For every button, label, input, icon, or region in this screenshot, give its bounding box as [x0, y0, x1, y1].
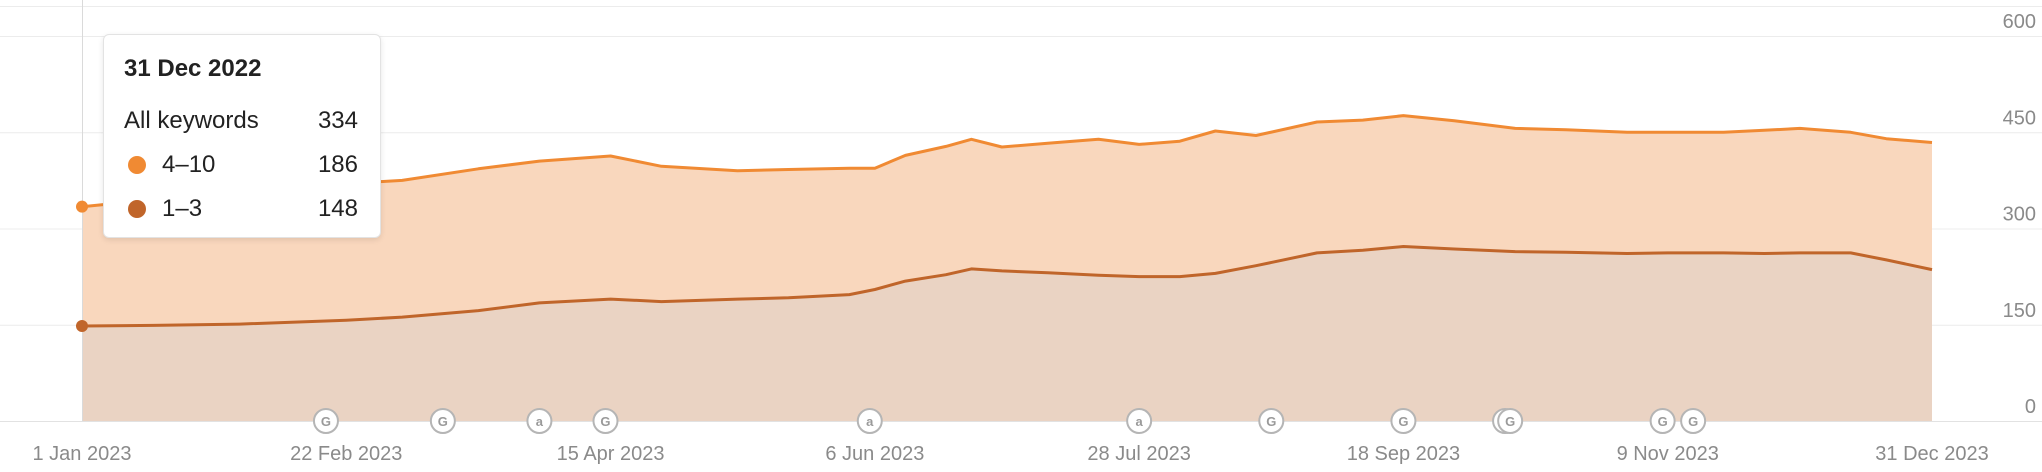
marker-circle: [1126, 408, 1153, 434]
marker-circle: [1258, 408, 1285, 434]
tooltip-label: 1–3: [162, 195, 203, 222]
tooltip-label: 4–10: [162, 151, 216, 178]
marker-circle: [1649, 408, 1676, 434]
annotation-icon: a: [856, 408, 883, 434]
area-1-3: [82, 246, 1932, 421]
marker-circle: [526, 408, 553, 434]
google-update-icon: G: [1649, 408, 1676, 434]
marker-glyph: G: [1266, 414, 1276, 429]
tooltip-value: 186: [317, 151, 358, 178]
marker-glyph: G: [438, 414, 448, 429]
marker-glyph: a: [866, 414, 874, 429]
y-tick-label: 300: [2003, 204, 2036, 226]
area-4-10: [82, 115, 1932, 326]
y-tick-label: 450: [2003, 107, 2036, 129]
marker-glyph: G: [1658, 414, 1668, 429]
legend-dot-icon: [128, 156, 146, 174]
tooltip-row-all-keywords: All keywords 334: [124, 99, 358, 143]
x-tick-label: 31 Dec 2023: [1875, 443, 1988, 465]
google-update-icon: G: [1390, 408, 1417, 434]
marker-glyph: a: [1136, 414, 1144, 429]
chart-tooltip: 31 Dec 2022 All keywords 334 4–10 186 1–…: [103, 34, 381, 238]
x-tick-label: 6 Jun 2023: [825, 443, 924, 465]
tooltip-row-1-3: 1–3 148: [124, 187, 358, 231]
marker-glyph: G: [600, 414, 610, 429]
x-tick-label: 9 Nov 2023: [1617, 443, 1719, 465]
marker-glyph: a: [536, 414, 544, 429]
tooltip-label: All keywords: [124, 107, 259, 134]
legend-dot-icon: [128, 200, 146, 218]
marker-circle: [312, 408, 339, 434]
y-tick-label: 600: [2003, 11, 2036, 33]
marker-glyph: G: [1398, 414, 1408, 429]
x-tick-label: 22 Feb 2023: [290, 443, 402, 465]
google-update-icon: G: [592, 408, 619, 434]
annotation-markers: GGaGaaGGGGGG: [312, 408, 1707, 434]
series-line-1-3: [81, 245, 1933, 328]
y-axis-ticks: 0 150 300 450 600: [2003, 11, 2036, 418]
marker-circle: [429, 408, 456, 434]
x-axis-ticks: 1 Jan 2023 22 Feb 2023 15 Apr 2023 6 Jun 20…: [33, 443, 1989, 465]
y-tick-label: 150: [2003, 300, 2036, 322]
marker-circle: [1497, 408, 1524, 434]
tooltip-date: 31 Dec 2022: [124, 55, 262, 82]
marker-glyph: G: [321, 414, 331, 429]
tooltip-value: 334: [317, 107, 358, 134]
google-update-icon: G: [429, 408, 456, 434]
marker-circle: [1390, 408, 1417, 434]
google-update-icon: G: [1258, 408, 1285, 434]
marker-circle: [1680, 408, 1707, 434]
x-tick-label: 15 Apr 2023: [557, 443, 665, 465]
google-update-icon: G: [1497, 408, 1524, 434]
hover-point-1-3: [76, 320, 88, 333]
marker-circle: [592, 408, 619, 434]
annotation-icon: a: [1126, 408, 1153, 434]
hover-indicator: [76, 0, 88, 421]
google-update-icon: G: [312, 408, 339, 434]
marker-glyph: G: [1688, 414, 1698, 429]
y-tick-label: 0: [2025, 396, 2036, 418]
google-update-icon: G: [1680, 408, 1707, 434]
tooltip-row-4-10: 4–10 186: [124, 143, 358, 187]
marker-glyph: G: [1505, 414, 1515, 429]
marker-circle: [856, 408, 883, 434]
hover-point-4-10: [76, 200, 88, 213]
x-tick-label: 28 Jul 2023: [1087, 443, 1190, 465]
stacked-areas: [81, 114, 1933, 421]
series-line-4-10: [81, 114, 1933, 209]
annotation-icon: a: [526, 408, 553, 434]
x-tick-label: 1 Jan 2023: [33, 443, 132, 465]
tooltip-value: 148: [317, 195, 358, 222]
x-tick-label: 18 Sep 2023: [1347, 443, 1460, 465]
